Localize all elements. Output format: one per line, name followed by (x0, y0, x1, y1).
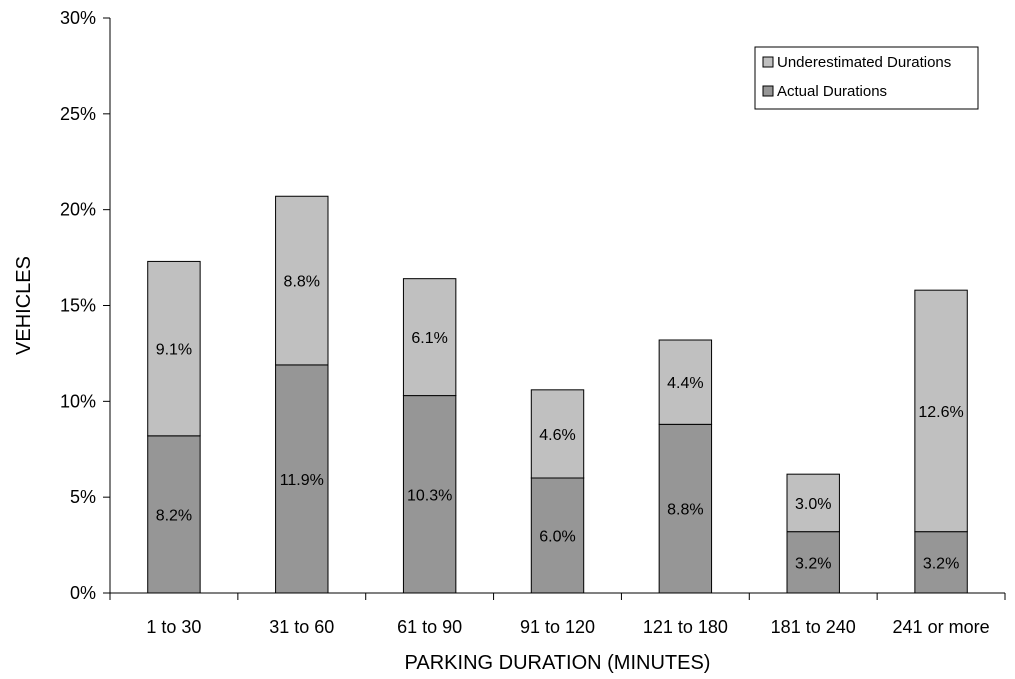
data-label-actual: 8.8% (667, 502, 703, 519)
data-labels-layer: 8.2% 9.1% 11.9% 8.8% 10.3% 6.1% 6.0% 4.6% 8.8% 4.… (156, 274, 964, 573)
y-tick-label: 10% (60, 391, 96, 411)
legend-swatch-actual (762, 85, 774, 97)
data-label-actual: 11.9% (280, 472, 324, 489)
bar-segment-underestimated (914, 289, 968, 533)
legend: Underestimated Durations Actual Duration… (754, 46, 979, 110)
bar-segment-underestimated (658, 339, 713, 425)
data-label-underestimated: 9.1% (156, 342, 192, 359)
data-label-underestimated: 3.0% (795, 496, 831, 513)
x-tick-label: 1 to 30 (146, 617, 201, 637)
bar-segment-actual (402, 395, 457, 594)
x-tick-label: 181 to 240 (771, 617, 856, 637)
bar-segment-underestimated (786, 473, 840, 533)
data-label-underestimated: 6.1% (411, 330, 447, 347)
x-axis-title: PARKING DURATION (MINUTES) (405, 652, 711, 674)
legend-label-actual: Actual Durations (777, 83, 887, 100)
x-tick-label: 61 to 90 (397, 617, 462, 637)
x-tick-label: 241 or more (893, 617, 990, 637)
y-tick-label: 20% (60, 200, 96, 220)
data-label-actual: 10.3% (407, 487, 452, 504)
data-label-underestimated: 12.6% (918, 404, 963, 421)
bar-segment-actual (786, 531, 840, 594)
legend-label-underestimated: Underestimated Durations (777, 54, 951, 71)
bar-segment-underestimated (530, 389, 585, 479)
data-label-underestimated: 4.6% (539, 427, 575, 444)
x-ticks-layer: 1 to 30 31 to 60 61 to 90 91 to 120 121 to 1… (109, 593, 1006, 637)
x-tick-label: 31 to 60 (269, 617, 334, 637)
y-tick-label: 25% (60, 104, 96, 124)
data-label-actual: 3.2% (923, 555, 959, 572)
y-tick-label: 30% (60, 8, 96, 28)
data-label-underestimated: 8.8% (284, 274, 320, 291)
legend-swatch-underestimated (762, 56, 774, 68)
y-axis-title: VEHICLES (13, 256, 35, 355)
bar-segment-underestimated (275, 195, 329, 366)
legend-box (754, 46, 979, 110)
x-tick-label: 121 to 180 (643, 617, 728, 637)
x-tick-label: 91 to 120 (520, 617, 595, 637)
data-label-actual: 6.0% (539, 529, 575, 546)
y-tick-label: 0% (70, 583, 96, 603)
y-tick-label: 15% (60, 296, 96, 316)
y-tick-label: 5% (70, 487, 96, 507)
bars-layer (147, 195, 968, 594)
bar-segment-underestimated (147, 260, 201, 437)
bar-segment-actual (147, 435, 201, 594)
y-ticks-layer: 0% 5% 10% 15% 20% 25% 30% (60, 8, 110, 603)
data-label-actual: 3.2% (795, 555, 831, 572)
bar-segment-underestimated (402, 278, 457, 397)
data-label-actual: 8.2% (156, 507, 192, 524)
data-label-underestimated: 4.4% (667, 375, 703, 392)
